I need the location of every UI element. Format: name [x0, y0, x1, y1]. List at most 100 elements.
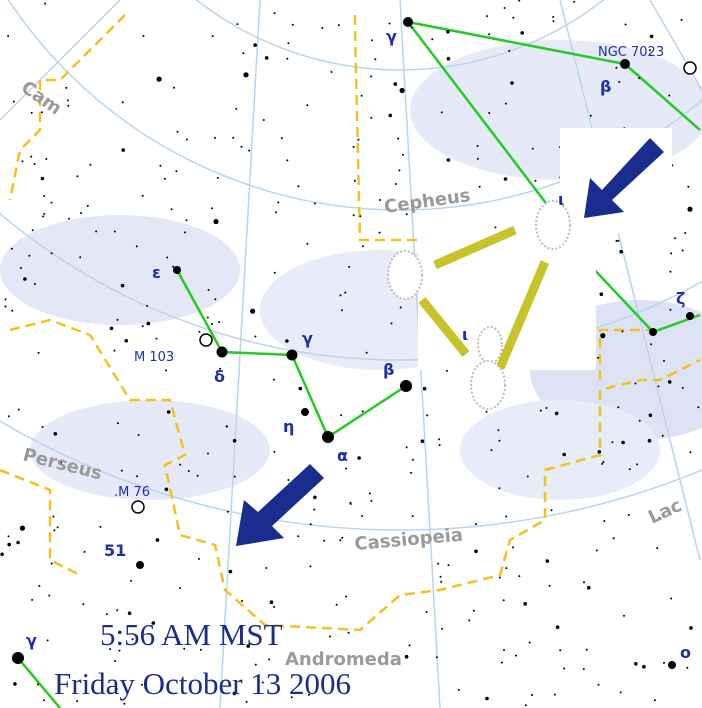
star [265, 567, 267, 569]
star [370, 75, 372, 77]
star [395, 183, 397, 185]
star [438, 438, 440, 440]
star [242, 52, 244, 54]
star [329, 636, 331, 638]
star [554, 694, 556, 696]
star [668, 661, 676, 669]
star [650, 35, 654, 39]
star [117, 422, 119, 424]
star [687, 186, 689, 188]
star [391, 322, 393, 324]
star [32, 229, 34, 231]
star [371, 39, 373, 41]
star [505, 516, 507, 518]
star [287, 479, 289, 481]
star [0, 553, 4, 557]
star [634, 662, 638, 666]
star [639, 420, 641, 422]
star [611, 441, 613, 443]
star [235, 108, 237, 110]
star-map: Cam Cepheus NGC 7023 γ β ζ ε M 103 δ γ β… [0, 0, 702, 708]
star [306, 104, 308, 106]
star [620, 59, 630, 69]
star [602, 461, 604, 463]
star [615, 67, 617, 69]
star [486, 411, 488, 413]
star [116, 609, 118, 611]
star-label: ζ [676, 289, 685, 308]
star [172, 266, 174, 268]
star [400, 88, 405, 93]
star [11, 248, 13, 250]
star [475, 523, 477, 525]
star [297, 535, 299, 537]
star [54, 432, 58, 436]
star [113, 350, 115, 352]
star [292, 24, 294, 26]
star [512, 17, 514, 19]
star [370, 500, 372, 502]
star [79, 256, 81, 258]
star [348, 266, 350, 268]
star [175, 170, 177, 172]
star [246, 701, 248, 703]
star [263, 119, 265, 121]
star [362, 410, 364, 412]
star [340, 294, 342, 296]
blob [478, 327, 502, 363]
star [287, 42, 289, 44]
star [603, 520, 605, 522]
star [218, 321, 220, 323]
star [403, 17, 413, 27]
star [67, 105, 69, 107]
star [379, 199, 381, 201]
star [686, 667, 688, 669]
object-label: M 103 [134, 350, 174, 365]
nebula-marker [132, 501, 144, 513]
star [314, 202, 316, 204]
star [617, 406, 619, 408]
star [620, 691, 622, 693]
star [441, 628, 443, 630]
star [412, 459, 414, 461]
star [241, 600, 243, 602]
star [540, 410, 542, 412]
star [497, 429, 499, 431]
star [236, 23, 238, 25]
star [535, 180, 537, 182]
star [440, 581, 442, 583]
star [7, 35, 9, 37]
star-label: γ [302, 329, 313, 348]
star [446, 30, 450, 34]
star [123, 703, 125, 705]
star [689, 451, 691, 453]
star [629, 468, 631, 470]
star [47, 639, 49, 641]
star-label: 51 [104, 541, 126, 560]
star [551, 509, 553, 511]
star [686, 312, 694, 320]
star [473, 610, 475, 612]
star-label: η [283, 417, 294, 436]
star [503, 599, 505, 601]
star [165, 369, 167, 371]
star [5, 306, 7, 308]
star [468, 619, 470, 621]
star [650, 343, 652, 345]
star [436, 656, 438, 658]
star [440, 576, 442, 578]
star [598, 684, 600, 686]
star [531, 694, 533, 696]
star [48, 595, 50, 597]
star [398, 169, 400, 171]
star [95, 230, 97, 232]
milky-way-patch [0, 215, 240, 325]
star [254, 336, 256, 338]
star [114, 231, 116, 233]
star [89, 164, 91, 166]
star [648, 439, 652, 443]
star [121, 470, 123, 472]
star [501, 662, 503, 664]
star [410, 472, 412, 474]
star [146, 305, 148, 307]
